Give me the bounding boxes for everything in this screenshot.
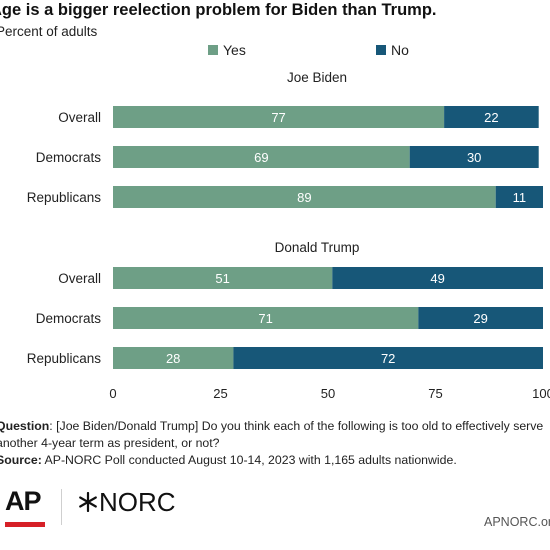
x-tick-label: 100 bbox=[532, 386, 550, 401]
x-tick-label: 50 bbox=[321, 386, 335, 401]
bar-yes bbox=[113, 307, 419, 329]
legend-item-no: No bbox=[376, 42, 409, 58]
x-tick-label: 0 bbox=[109, 386, 116, 401]
data-label: 49 bbox=[430, 271, 444, 286]
bar-no bbox=[409, 146, 539, 168]
bar-yes bbox=[113, 106, 445, 128]
legend-swatch-no bbox=[376, 45, 386, 55]
stacked-bar-chart: Joe Biden Overall 77 22 Democrats 69 30 Republi… bbox=[27, 70, 550, 401]
site-url: APNORC.org bbox=[484, 515, 550, 529]
bar-yes bbox=[113, 347, 234, 369]
ap-logo-text: AP bbox=[5, 486, 42, 516]
legend-label-no: No bbox=[391, 42, 409, 58]
data-label: 30 bbox=[467, 150, 481, 165]
category-label: Republicans bbox=[27, 190, 102, 205]
source-note: Source: AP-NORC Poll conducted August 10… bbox=[0, 452, 550, 469]
norc-star-icon bbox=[79, 491, 97, 513]
question-note: Question: [Joe Biden/Donald Trump] Do yo… bbox=[0, 418, 550, 452]
data-label: 51 bbox=[215, 271, 229, 286]
bar-yes bbox=[113, 146, 410, 168]
data-label: 28 bbox=[166, 351, 180, 366]
data-label: 89 bbox=[297, 190, 311, 205]
data-label: 71 bbox=[258, 311, 272, 326]
data-label: 77 bbox=[271, 110, 285, 125]
chart-subtitle: Percent of adults bbox=[0, 24, 98, 39]
category-label: Democrats bbox=[36, 311, 102, 326]
source-label: Source: bbox=[0, 453, 42, 467]
category-label: Democrats bbox=[36, 150, 102, 165]
legend-item-yes: Yes bbox=[208, 42, 246, 58]
legend-label-yes: Yes bbox=[223, 42, 246, 58]
data-label: 72 bbox=[381, 351, 395, 366]
logo-divider bbox=[61, 489, 62, 525]
data-label: 69 bbox=[254, 150, 268, 165]
x-tick-label: 75 bbox=[428, 386, 442, 401]
category-label: Overall bbox=[58, 110, 101, 125]
legend: Yes No bbox=[0, 42, 550, 60]
bar-yes bbox=[113, 267, 333, 289]
x-tick-label: 25 bbox=[213, 386, 227, 401]
question-label: Question bbox=[0, 419, 50, 433]
category-label: Overall bbox=[58, 271, 101, 286]
question-text: : [Joe Biden/Donald Trump] Do you think … bbox=[0, 419, 544, 450]
bar-no bbox=[233, 347, 543, 369]
group-title: Donald Trump bbox=[275, 240, 360, 255]
source-text: AP-NORC Poll conducted August 10-14, 202… bbox=[41, 453, 457, 467]
footnote: Question: [Joe Biden/Donald Trump] Do yo… bbox=[0, 418, 550, 469]
chart-title: Age is a bigger reelection problem for B… bbox=[0, 1, 437, 19]
category-label: Republicans bbox=[27, 351, 102, 366]
legend-swatch-yes bbox=[208, 45, 218, 55]
norc-logo: NORC bbox=[78, 487, 176, 518]
bar-no bbox=[418, 307, 543, 329]
group-title: Joe Biden bbox=[287, 70, 347, 85]
data-label: 11 bbox=[513, 190, 527, 205]
ap-logo-bar bbox=[5, 522, 45, 527]
ap-logo: AP bbox=[5, 486, 45, 527]
bar-yes bbox=[113, 186, 496, 208]
data-label: 29 bbox=[473, 311, 487, 326]
bar-no bbox=[495, 186, 543, 208]
norc-logo-text: NORC bbox=[99, 487, 176, 517]
bar-no bbox=[444, 106, 539, 128]
data-label: 22 bbox=[484, 110, 498, 125]
bar-no bbox=[332, 267, 543, 289]
